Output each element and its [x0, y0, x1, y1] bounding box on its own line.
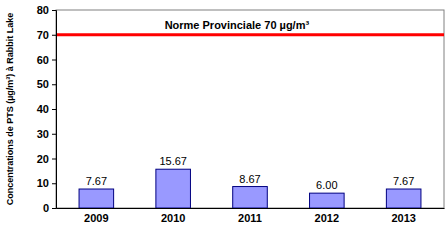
y-tick: 80	[37, 4, 56, 16]
y-axis-line	[52, 11, 57, 209]
x-tick-label: 2013	[391, 212, 415, 224]
data-label: 15.67	[159, 155, 187, 167]
y-tick-mark	[52, 60, 56, 61]
y-tick-mark	[52, 35, 56, 36]
x-tick: 2011	[238, 208, 262, 224]
y-tick-label: 50	[37, 78, 49, 90]
x-tick-label: 2011	[238, 212, 262, 224]
x-axis-line	[57, 208, 445, 209]
y-tick: 30	[37, 128, 56, 140]
y-tick-label: 10	[37, 177, 49, 189]
chart: Norme Provinciale 70 µg/m³ 7.67 15.67 8.67 6…	[0, 0, 448, 233]
bar	[386, 189, 421, 208]
y-tick-mark	[52, 10, 56, 11]
y-tick-label: 40	[37, 103, 49, 115]
y-tick-mark	[52, 134, 56, 135]
y-tick: 40	[37, 103, 56, 115]
data-labels: 7.67 15.67 8.67 6.00 7.67	[86, 155, 415, 191]
bars	[56, 35, 444, 208]
bar	[156, 169, 191, 208]
x-tick: 2010	[161, 208, 185, 224]
annotation-label: Norme Provinciale 70 µg/m³	[165, 19, 310, 31]
y-tick: 10	[37, 177, 56, 189]
y-tick-mark	[52, 159, 56, 160]
data-label: 6.00	[316, 179, 337, 191]
y-tick: 60	[37, 54, 56, 66]
bar	[310, 193, 345, 208]
data-label: 7.67	[86, 175, 107, 187]
y-axis: 0 10 20 30 40 50 60 70 80	[37, 4, 57, 214]
plot-frame	[56, 10, 444, 208]
x-axis: 2009 2010 2011 2012 2013	[57, 208, 445, 224]
x-tick-label: 2012	[315, 212, 339, 224]
data-label: 7.67	[393, 175, 414, 187]
y-tick-mark	[52, 208, 56, 209]
reference-line	[56, 33, 444, 36]
y-tick: 50	[37, 78, 56, 90]
bar	[233, 187, 268, 208]
x-tick-label: 2009	[84, 212, 108, 224]
y-tick-label: 30	[37, 128, 49, 140]
y-tick-mark	[52, 84, 56, 85]
y-tick: 70	[37, 29, 56, 41]
y-tick-label: 60	[37, 54, 49, 66]
y-tick-label: 80	[37, 4, 49, 16]
y-tick-label: 0	[43, 202, 49, 214]
data-label: 8.67	[239, 173, 260, 185]
y-tick-mark	[52, 183, 56, 184]
y-tick: 20	[37, 153, 56, 165]
y-axis-title: Concentrations de PTS (µg/m³) à Rabbit L…	[5, 13, 15, 206]
y-tick: 0	[43, 202, 56, 214]
x-tick-label: 2010	[161, 212, 185, 224]
y-tick-label: 20	[37, 153, 49, 165]
x-tick: 2009	[84, 208, 108, 224]
x-tick: 2013	[391, 208, 415, 224]
bar	[79, 189, 114, 208]
plot: Norme Provinciale 70 µg/m³ 7.67 15.67 8.67 6…	[37, 4, 445, 224]
y-tick-label: 70	[37, 29, 49, 41]
x-tick: 2012	[315, 208, 339, 224]
y-tick-mark	[52, 109, 56, 110]
